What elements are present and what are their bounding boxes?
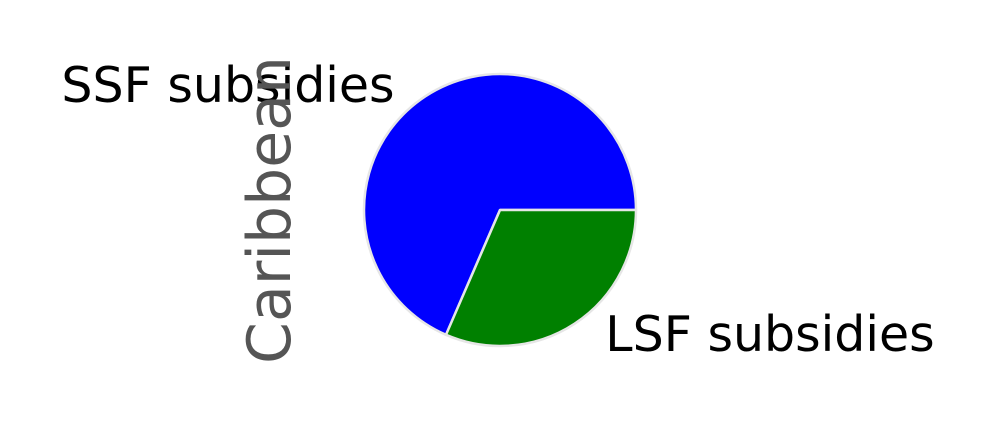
pie-slice-lsf-subsidies xyxy=(444,208,638,348)
y-axis-label: Caribbean xyxy=(235,56,305,364)
pie-slices xyxy=(362,72,638,348)
slice-label-lsf-subsidies: LSF subsidies xyxy=(605,306,934,363)
pie-slice-ssf-subsidies xyxy=(362,72,638,337)
slice-label-ssf-subsidies: SSF subsidies xyxy=(61,57,394,114)
